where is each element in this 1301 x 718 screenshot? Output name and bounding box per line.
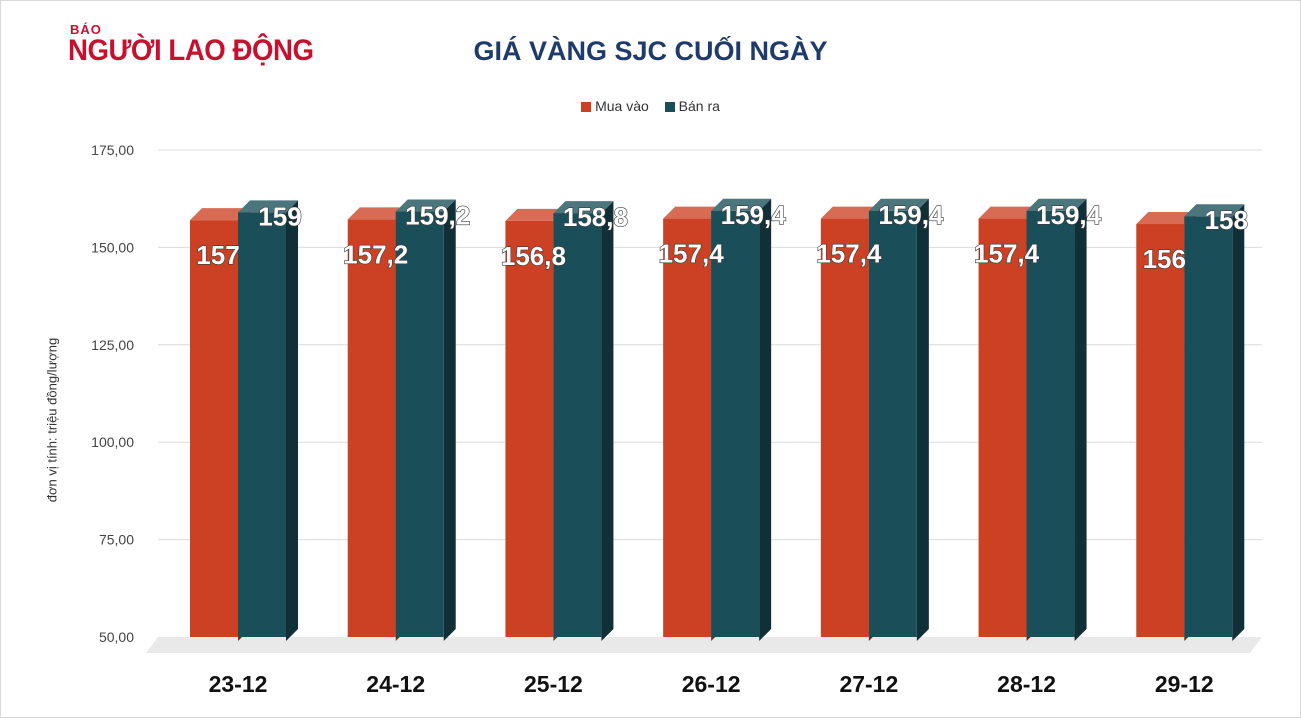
bar-top xyxy=(1026,198,1087,211)
bar xyxy=(711,210,760,638)
data-label: 159 xyxy=(258,201,301,231)
bar-side xyxy=(916,198,929,642)
y-tick-label: 50,00 xyxy=(99,629,134,645)
legend-label-buy: Mua vào xyxy=(595,98,649,114)
x-tick-label: 29-12 xyxy=(1155,671,1214,697)
bar-top xyxy=(978,206,1039,219)
bar xyxy=(347,219,396,637)
y-tick-label: 150,00 xyxy=(91,239,134,255)
data-label: 157,2 xyxy=(343,239,408,269)
bar xyxy=(238,212,286,637)
legend-swatch-sell xyxy=(664,102,675,112)
x-tick-label: 27-12 xyxy=(839,671,898,697)
x-tick-label: 25-12 xyxy=(524,671,583,697)
bar-side xyxy=(601,201,614,641)
chart-title: GIÁ VÀNG SJC CUỐI NGÀY xyxy=(473,36,828,66)
legend-label-sell: Bán ra xyxy=(678,98,720,114)
bar-top xyxy=(1184,204,1245,217)
bar xyxy=(553,213,602,637)
data-label: 156 xyxy=(1143,244,1186,274)
data-label: 159,2 xyxy=(405,201,470,231)
bar xyxy=(1184,216,1233,637)
bar-top xyxy=(238,200,298,213)
chart-legend: Mua vào Bán ra xyxy=(0,98,1301,114)
data-label: 159,4 xyxy=(1036,200,1102,230)
bar-top xyxy=(711,198,772,211)
bar-top xyxy=(820,206,881,219)
legend-item-buy: Mua vào xyxy=(581,98,649,114)
data-label: 157,4 xyxy=(659,239,725,269)
legend-swatch-buy xyxy=(581,102,592,112)
data-label: 158,8 xyxy=(563,202,628,232)
logo-small-text: BÁO xyxy=(70,22,102,37)
logo-name-text: NGƯỜI LAO ĐỘNG xyxy=(68,34,314,67)
bar xyxy=(1026,210,1075,638)
bar xyxy=(190,220,238,638)
bar-top xyxy=(347,207,408,220)
data-label: 158 xyxy=(1205,205,1248,235)
y-tick-label: 75,00 xyxy=(99,532,134,548)
bar-side xyxy=(1074,198,1087,642)
bar xyxy=(1136,224,1185,638)
bar-side xyxy=(286,200,298,641)
bar xyxy=(820,218,869,638)
bar-top xyxy=(190,208,250,221)
y-tick-label: 100,00 xyxy=(91,434,134,450)
data-label: 156,8 xyxy=(501,241,566,271)
bar-top xyxy=(1136,212,1197,225)
bar-top xyxy=(395,199,456,212)
bar xyxy=(505,220,554,637)
x-tick-label: 24-12 xyxy=(366,671,425,697)
bar-side xyxy=(443,199,456,641)
bar xyxy=(978,218,1027,638)
x-tick-label: 28-12 xyxy=(997,671,1056,697)
bar-side xyxy=(1232,204,1245,641)
data-label: 159,4 xyxy=(721,200,787,230)
bar xyxy=(868,210,917,638)
bar xyxy=(395,211,444,637)
bar-top xyxy=(505,208,566,221)
data-label: 157,4 xyxy=(816,239,882,269)
bar-top xyxy=(553,201,614,214)
y-tick-label: 125,00 xyxy=(91,337,134,353)
legend-item-sell: Bán ra xyxy=(664,98,720,114)
x-tick-label: 26-12 xyxy=(682,671,741,697)
newspaper-logo: BÁO NGƯỜI LAO ĐỘNG xyxy=(68,22,314,72)
x-tick-label: 23-12 xyxy=(209,671,268,697)
y-tick-label: 175,00 xyxy=(91,142,134,158)
bar-top xyxy=(868,198,929,211)
bar xyxy=(663,218,712,638)
data-label: 159,4 xyxy=(878,200,944,230)
chart-floor xyxy=(146,637,1262,653)
data-label: 157 xyxy=(196,240,239,270)
bar-top xyxy=(663,206,724,219)
bar-side xyxy=(759,198,772,642)
data-label: 157,4 xyxy=(974,239,1040,269)
